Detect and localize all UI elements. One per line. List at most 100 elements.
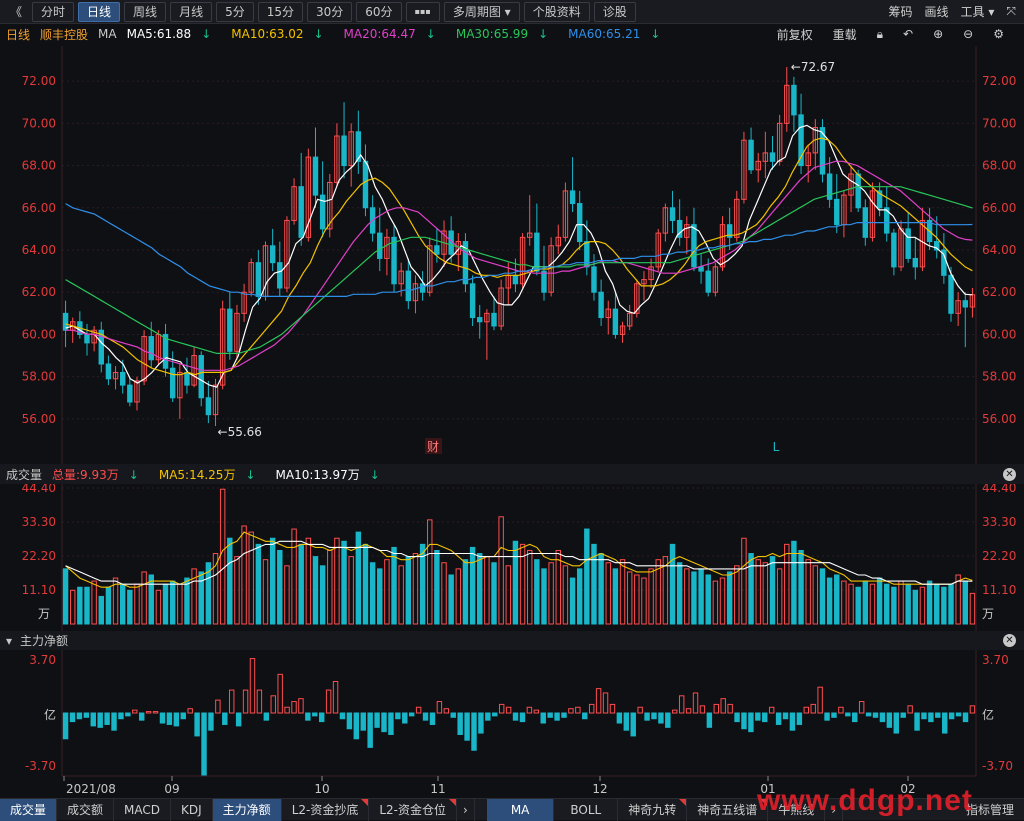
net-flow-bar: [886, 712, 893, 728]
net-flow-bar: [595, 688, 602, 714]
candle-body: [205, 397, 212, 416]
date-label: 2021/08: [66, 782, 116, 796]
tab-macd[interactable]: MACD: [114, 798, 172, 821]
period-tab-15min[interactable]: 15分: [257, 1, 303, 22]
diagnose-button[interactable]: 诊股: [593, 1, 636, 22]
net-flow-bar: [512, 712, 519, 721]
tab-magic-five[interactable]: 神奇五线谱: [687, 798, 769, 821]
flow-tick-bottom: -3.70: [982, 759, 1013, 773]
settings-icon[interactable]: ⚙: [993, 27, 1004, 41]
volume-bar: [234, 556, 240, 625]
tab-boll[interactable]: BOLL: [554, 798, 619, 821]
volume-bar: [919, 586, 926, 625]
net-flow-bar: [318, 712, 325, 723]
net-flow-bar: [568, 708, 574, 714]
price-tick-label: 62.00: [22, 285, 56, 299]
volume-bar: [905, 583, 911, 625]
net-flow-title: 主力净额: [20, 634, 69, 648]
candle-body: [605, 308, 611, 319]
chevron-right-icon[interactable]: ›: [825, 798, 844, 821]
candle-body: [562, 190, 569, 238]
volume-bar: [455, 568, 462, 625]
candle-body: [655, 232, 661, 268]
tab-magic-nine[interactable]: 神奇九转: [618, 798, 688, 821]
chevron-right-icon[interactable]: ›: [457, 798, 475, 821]
net-flow-bar: [69, 712, 76, 723]
volume-bar: [726, 571, 733, 625]
volume-ma10-line: [65, 540, 973, 585]
ma-legend: 日线 顺丰控股 MA MA5:61.88 ↓ MA10:63.02 ↓ MA20:6…: [0, 24, 1024, 44]
volume-tick-label: 11.10: [22, 583, 56, 597]
close-icon[interactable]: ✕: [1003, 634, 1016, 647]
tab-bull-bear[interactable]: 牛熊线: [768, 798, 826, 821]
back-icon[interactable]: 《: [10, 4, 23, 19]
more-periods-button[interactable]: ▪▪▪: [405, 1, 440, 22]
period-tab-intraday[interactable]: 分时: [32, 1, 75, 22]
zoom-out-icon[interactable]: ⊖: [963, 27, 974, 41]
tab-volume[interactable]: 成交量: [0, 798, 58, 821]
fullscreen-icon[interactable]: ⤧: [1006, 4, 1016, 18]
tools-label: 工具: [960, 5, 985, 19]
volume-bar: [84, 586, 90, 625]
net-flow-bar: [623, 712, 630, 731]
net-flow-bar: [782, 712, 789, 720]
net-flow-bar: [228, 689, 235, 714]
close-icon[interactable]: ✕: [1003, 467, 1016, 481]
volume-bar: [412, 553, 419, 625]
tab-turnover[interactable]: 成交额: [57, 798, 115, 821]
net-flow-bar: [734, 712, 740, 723]
price-tick-label: 66.00: [22, 201, 56, 215]
period-tab-weekly[interactable]: 周线: [124, 1, 167, 22]
marker-bg: [425, 438, 442, 454]
net-flow-bars: [62, 658, 976, 777]
lock-icon[interactable]: 🔒︎: [876, 26, 884, 41]
net-flow-bar: [824, 712, 830, 721]
volume-tick-label: 22.20: [982, 549, 1016, 563]
chips-button[interactable]: 筹码: [888, 5, 913, 19]
period-tab-monthly[interactable]: 月线: [170, 1, 213, 22]
volume-bar: [569, 577, 576, 625]
tab-net-flow[interactable]: 主力净额: [212, 798, 282, 821]
volume-bar: [141, 571, 147, 625]
draw-line-button[interactable]: 画线: [924, 5, 949, 19]
multi-period-dropdown[interactable]: 多周期图 ▾: [443, 1, 520, 22]
period-tab-5min[interactable]: 5分: [216, 1, 254, 22]
period-tab-daily[interactable]: 日线: [78, 1, 121, 22]
candle-body: [105, 363, 112, 380]
price-tick-label: 72.00: [22, 74, 56, 88]
price-tick-label: 60.00: [982, 327, 1016, 341]
collapse-icon[interactable]: ▾: [6, 633, 13, 648]
candle-body: [134, 380, 140, 403]
period-tab-30min[interactable]: 30分: [307, 1, 353, 22]
candle-body: [541, 270, 547, 293]
net-flow-bar: [215, 699, 221, 714]
tab-l2-bottom-fishing[interactable]: L2-资金抄底: [282, 798, 370, 821]
price-tick-label: 70.00: [22, 116, 56, 130]
volume-bar: [119, 583, 126, 625]
net-flow-bar: [547, 712, 553, 718]
net-flow-bar: [478, 712, 484, 734]
stock-info-button[interactable]: 个股资料: [523, 1, 590, 22]
candle-body: [398, 270, 404, 285]
indicator-manage-button[interactable]: 指标管理: [965, 802, 1014, 817]
net-flow-header: ▾ 主力净额 ✕: [0, 631, 1024, 650]
volume-bar: [526, 549, 533, 625]
reload-button[interactable]: 重载: [832, 27, 857, 42]
candle-body: [391, 236, 397, 285]
period-tab-60min[interactable]: 60分: [356, 1, 402, 22]
volume-bar: [541, 568, 547, 625]
tab-kdj[interactable]: KDJ: [171, 798, 213, 821]
tab-l2-position[interactable]: L2-资金仓位: [369, 798, 457, 821]
undo-icon[interactable]: ↶: [903, 27, 914, 41]
tools-menu[interactable]: 工具 ▾: [961, 3, 995, 20]
net-flow-bar: [699, 705, 706, 714]
zoom-in-icon[interactable]: ⊕: [933, 27, 944, 41]
candle-body: [162, 333, 169, 369]
candle-body: [726, 224, 733, 238]
tab-ma[interactable]: MA: [486, 798, 555, 821]
adjust-mode-button[interactable]: 前复权: [776, 27, 813, 42]
ma5-line: [65, 124, 973, 388]
candle-body: [748, 139, 754, 171]
volume-bar: [876, 577, 883, 625]
